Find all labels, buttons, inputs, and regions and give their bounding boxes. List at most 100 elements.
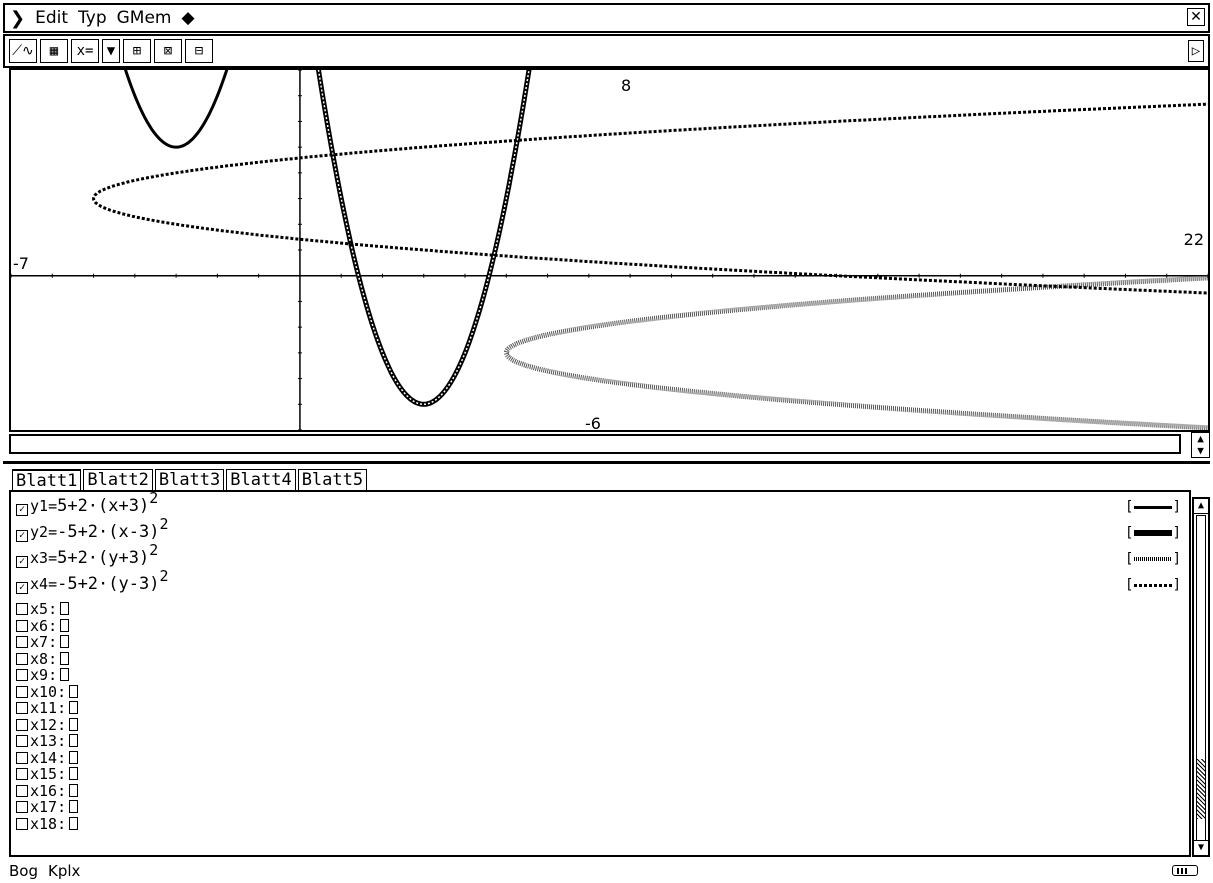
scroll-down-icon[interactable]: ▼	[1194, 840, 1208, 855]
line-style-x3[interactable]: []	[1125, 551, 1181, 567]
function-row-x9[interactable]: x9:	[16, 666, 70, 684]
scroll-thumb[interactable]	[1197, 758, 1205, 819]
graph-window[interactable]: 8 22 -7 -6	[9, 68, 1210, 432]
checkbox-icon[interactable]	[16, 603, 28, 615]
empty-entry-box[interactable]	[69, 734, 79, 747]
curve-x3	[503, 275, 1208, 430]
checkbox-icon[interactable]	[16, 817, 28, 830]
angle-mode-label[interactable]: Bog	[9, 862, 38, 880]
function-row-y1[interactable]: ✓ y1 = 5+2·(x+3) 2	[16, 492, 158, 516]
empty-entry-box[interactable]	[69, 767, 79, 780]
line-style-x4[interactable]: []	[1125, 577, 1181, 593]
pane-toggle-icon[interactable]: ▲ ▼	[1191, 432, 1210, 458]
function-var: x17	[30, 798, 58, 816]
close-icon[interactable]: ✕	[1187, 8, 1205, 26]
tab-blatt5[interactable]: Blatt5	[297, 469, 368, 492]
empty-entry-box[interactable]	[60, 668, 70, 681]
function-row-x14[interactable]: x14:	[16, 749, 79, 767]
line-style-y1[interactable]: []	[1125, 499, 1181, 515]
function-row-x4[interactable]: ✓ x4 = -5+2·(y-3) 2	[16, 567, 168, 594]
menu-gmem[interactable]: GMem	[116, 8, 172, 28]
function-var: x12	[30, 715, 58, 734]
tab-blatt1[interactable]: Blatt1	[12, 469, 82, 492]
function-var: x7	[30, 633, 49, 651]
empty-entry-box[interactable]	[69, 717, 79, 731]
function-row-x10[interactable]: x10:	[16, 683, 79, 701]
ymax-label: 8	[621, 76, 632, 95]
empty-entry-box[interactable]	[69, 701, 79, 714]
function-row-y2[interactable]: ✓ y2 = -5+2·(x-3) 2	[16, 515, 168, 542]
function-row-x16[interactable]: x16:	[16, 781, 79, 800]
checkbox-icon[interactable]	[16, 784, 28, 797]
zoom-in-icon[interactable]: ⊞	[123, 39, 151, 63]
empty-entry-box[interactable]	[69, 800, 79, 813]
scroll-up-icon[interactable]: ▲	[1194, 499, 1208, 514]
function-row-x5[interactable]: x5:	[16, 600, 70, 618]
function-expression[interactable]: -5+2·(x-3)	[57, 522, 160, 542]
tab-blatt2[interactable]: Blatt2	[83, 469, 153, 492]
tab-blatt4[interactable]: Blatt4	[226, 469, 296, 492]
checkbox-icon[interactable]	[16, 702, 28, 714]
function-row-x17[interactable]: x17:	[16, 798, 79, 816]
empty-entry-box[interactable]	[69, 750, 79, 764]
scroll-track[interactable]	[1196, 515, 1206, 841]
function-var: x3	[30, 549, 49, 567]
menu-chevron-icon[interactable]: ❯	[10, 7, 26, 29]
function-expression[interactable]: -5+2·(y-3)	[57, 574, 160, 594]
empty-entry-box[interactable]	[60, 602, 70, 615]
x-equals-type-button[interactable]: x=	[71, 39, 99, 63]
checkbox-icon[interactable]	[16, 685, 28, 698]
checkbox-checked-icon[interactable]: ✓	[16, 530, 28, 542]
function-row-x3[interactable]: ✓ x3 = 5+2·(y+3) 2	[16, 541, 158, 568]
checkbox-icon[interactable]	[16, 768, 28, 780]
checkbox-icon[interactable]	[16, 735, 28, 747]
empty-entry-box[interactable]	[60, 635, 70, 648]
tab-blatt3[interactable]: Blatt3	[154, 469, 225, 492]
function-row-x8[interactable]: x8:	[16, 650, 70, 668]
zoom-fit-icon[interactable]: ⊟	[185, 39, 213, 63]
checkbox-icon[interactable]	[16, 718, 28, 731]
empty-entry-box[interactable]	[69, 684, 79, 698]
checkbox-icon[interactable]	[16, 669, 28, 681]
ymin-label: -6	[585, 414, 601, 432]
function-row-x6[interactable]: x6:	[16, 617, 70, 635]
empty-entry-box[interactable]	[60, 651, 70, 665]
toolbar-more-icon[interactable]: ▷	[1188, 40, 1204, 62]
checkbox-checked-icon[interactable]: ✓	[16, 582, 28, 594]
equals-sign: =	[48, 497, 58, 515]
function-var: x15	[30, 765, 58, 783]
entry-line[interactable]	[9, 434, 1181, 454]
checkbox-checked-icon[interactable]: ✓	[16, 556, 28, 568]
checkbox-icon[interactable]	[16, 801, 28, 813]
menu-edit[interactable]: Edit	[35, 8, 69, 28]
empty-entry-box[interactable]	[69, 783, 79, 797]
function-row-x11[interactable]: x11:	[16, 699, 79, 717]
function-expression[interactable]: 5+2·(y+3)	[57, 548, 150, 568]
checkbox-icon[interactable]	[16, 751, 28, 764]
empty-entry-box[interactable]	[69, 816, 79, 830]
function-row-x15[interactable]: x15:	[16, 765, 79, 783]
sheet-tabs: Blatt1 Blatt2 Blatt3 Blatt4 Blatt5	[12, 469, 369, 492]
function-var: x11	[30, 699, 58, 717]
function-expression[interactable]: 5+2·(x+3)	[57, 496, 150, 516]
table-icon[interactable]: ▦	[40, 39, 68, 63]
function-row-x7[interactable]: x7:	[16, 633, 70, 651]
zoom-box-icon[interactable]: ⊠	[154, 39, 182, 63]
function-row-x12[interactable]: x12:	[16, 715, 79, 734]
exponent: 2	[159, 515, 169, 533]
line-style-y2[interactable]: []	[1125, 525, 1181, 541]
function-row-x18[interactable]: x18:	[16, 815, 79, 833]
colon: :	[57, 781, 67, 800]
menu-typ[interactable]: Typ	[78, 8, 107, 28]
function-row-x13[interactable]: x13:	[16, 732, 79, 750]
checkbox-icon[interactable]	[16, 652, 28, 665]
diamond-menu-icon[interactable]: ◆	[181, 8, 195, 28]
empty-entry-box[interactable]	[60, 618, 70, 632]
list-scrollbar[interactable]: ▲ ▼	[1192, 497, 1210, 857]
graph-window-icon[interactable]: ⟋∿	[9, 39, 37, 63]
checkbox-icon[interactable]	[16, 636, 28, 648]
checkbox-checked-icon[interactable]: ✓	[16, 504, 28, 516]
complex-mode-label[interactable]: Kplx	[48, 862, 81, 880]
checkbox-icon[interactable]	[16, 619, 28, 632]
dropdown-arrow-icon[interactable]: ▼	[102, 39, 120, 63]
